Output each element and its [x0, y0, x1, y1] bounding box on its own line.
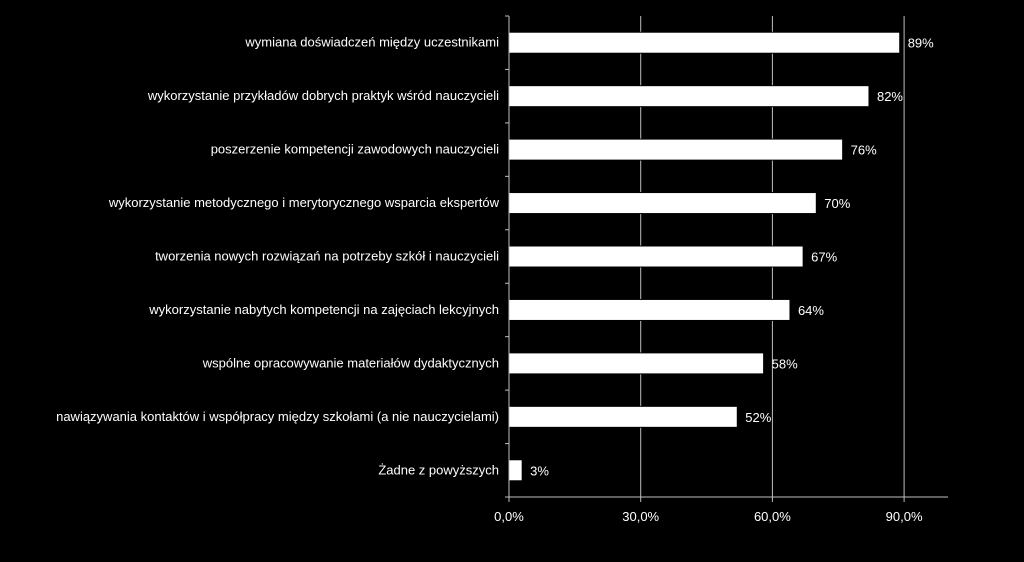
data-label-7: 52%	[745, 410, 771, 425]
bar-6	[508, 352, 765, 375]
x-tick-label-3: 90,0%	[886, 509, 923, 524]
bar-1	[508, 85, 870, 108]
data-labels: 89% 82% 76% 70% 67% 64% 58% 52% 3%	[530, 36, 934, 479]
data-label-0: 89%	[908, 36, 934, 51]
bar-5	[508, 298, 791, 321]
category-label-4: tworzenia nowych rozwiązań na potrzeby s…	[155, 249, 499, 264]
data-label-3: 70%	[824, 196, 850, 211]
bar-0	[508, 31, 901, 54]
category-label-8: Żadne z powyższych	[378, 462, 499, 477]
data-label-8: 3%	[530, 463, 549, 478]
data-label-2: 76%	[851, 143, 877, 158]
data-label-6: 58%	[772, 356, 798, 371]
bar-3	[508, 192, 817, 215]
category-label-6: wspólne opracowywanie materiałów dydakty…	[202, 355, 499, 370]
category-label-0: wymiana doświadczeń między uczestnikami	[244, 35, 499, 50]
bar-2	[508, 138, 844, 161]
category-labels: wymiana doświadczeń między uczestnikami w…	[56, 35, 500, 478]
bar-7	[508, 405, 738, 428]
category-label-7: nawiązywania kontaktów i współpracy międ…	[56, 409, 499, 424]
data-label-4: 67%	[811, 250, 837, 265]
x-tick-label-1: 30,0%	[622, 509, 659, 524]
category-label-2: poszerzenie kompetencji zawodowych naucz…	[211, 142, 499, 157]
category-label-5: wykorzystanie nabytych kompetencji na za…	[148, 302, 499, 317]
bar-8	[508, 459, 523, 482]
category-label-3: wykorzystanie metodycznego i merytoryczn…	[108, 195, 500, 210]
axes	[505, 15, 948, 502]
bar-4	[508, 245, 804, 268]
data-label-5: 64%	[798, 303, 824, 318]
x-tick-labels: 0,0% 30,0% 60,0% 90,0%	[494, 509, 923, 524]
category-label-1: wykorzystanie przykładów dobrych praktyk…	[147, 88, 499, 103]
x-tick-label-0: 0,0%	[494, 509, 524, 524]
data-label-1: 82%	[877, 89, 903, 104]
x-tick-label-2: 60,0%	[754, 509, 791, 524]
